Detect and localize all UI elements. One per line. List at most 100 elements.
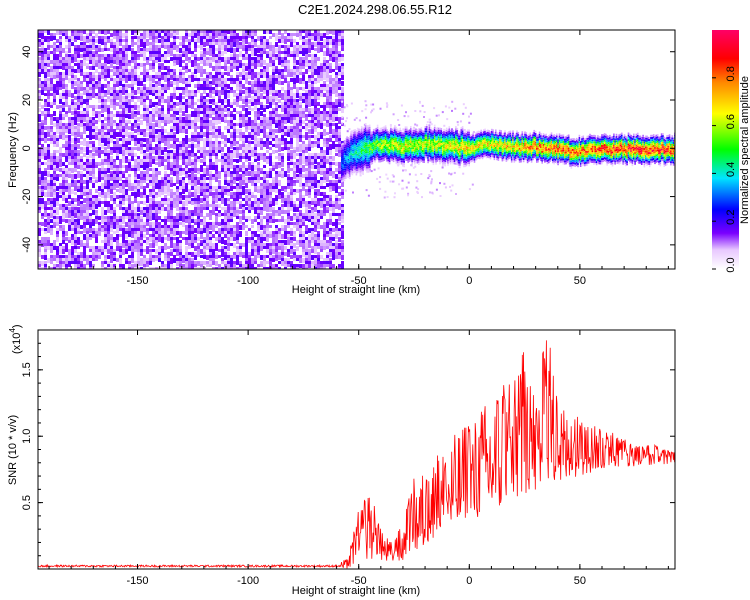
spectrogram-noise-cell [215, 153, 218, 156]
spectrogram-noise-cell [56, 174, 59, 178]
spectrogram-noise-cell [266, 87, 269, 91]
spectrogram-noise-cell [134, 180, 137, 183]
spectrogram-noise-cell [215, 48, 218, 51]
spectrogram-noise-cell [167, 66, 170, 71]
spectrogram-noise-cell [260, 138, 263, 142]
spectrogram-noise-cell [137, 255, 140, 259]
spectrogram-noise-cell [74, 231, 77, 235]
spectrogram-noise-cell [83, 180, 86, 184]
spectrogram-noise-cell [134, 186, 137, 191]
spectrogram-noise-cell [77, 87, 80, 92]
spectrogram-noise-cell [188, 117, 191, 121]
spectrogram-noise-cell [278, 261, 281, 264]
spectrogram-noise-cell [104, 141, 107, 146]
spectrogram-noise-cell [173, 153, 176, 156]
spectrogram-noise-cell [260, 264, 263, 267]
spectrogram-noise-cell [80, 207, 83, 211]
spectrogram-noise-cell [62, 237, 65, 240]
spectrogram-noise-cell [251, 165, 254, 170]
spectrogram-noise-cell [200, 189, 203, 192]
spectrogram-noise-cell [113, 249, 116, 254]
spectrogram-noise-cell [143, 75, 146, 78]
spectrogram-noise-cell [152, 147, 155, 152]
spectrogram-noise-cell [284, 147, 287, 150]
spectrogram-noise-cell [89, 204, 92, 208]
spectrogram-noise-cell [140, 225, 143, 230]
spectrogram-noise-cell [125, 99, 128, 102]
spectrogram-noise-cell [53, 189, 56, 194]
spectrogram-noise-cell [215, 81, 218, 86]
spectrogram-noise-cell [266, 78, 269, 82]
spectrogram-noise-cell [137, 225, 140, 230]
spectrogram-noise-cell [206, 186, 209, 191]
spectrogram-noise-cell [98, 129, 101, 132]
spectrogram-noise-cell [137, 174, 140, 179]
spectrogram-noise-cell [182, 45, 185, 50]
spectrogram-noise-cell [110, 228, 113, 232]
spectrogram-noise-cell [164, 39, 167, 42]
spectrogram-noise-cell [146, 216, 149, 220]
spectrogram-noise-cell [221, 108, 224, 113]
spectrogram-noise-cell [167, 114, 170, 117]
spectrogram-noise-cell [101, 87, 104, 92]
spectrogram-noise-cell [149, 243, 152, 248]
spectrogram-noise-cell [248, 30, 251, 33]
spectrogram-noise-cell [203, 90, 206, 94]
spectrogram-noise-cell [278, 219, 281, 222]
spectrogram-noise-cell [251, 63, 254, 68]
spectrogram-noise-cell [152, 78, 155, 83]
spectrogram-noise-cell [80, 45, 83, 49]
spectrogram-noise-cell [116, 39, 119, 42]
spectrogram-noise-cell [263, 228, 266, 231]
spectrogram-noise-cell [194, 132, 197, 135]
spectrogram-noise-cell [287, 39, 290, 42]
spectrogram-noise-cell [164, 51, 167, 56]
spectrogram-noise-cell [83, 225, 86, 230]
spectrogram-noise-cell [74, 222, 77, 226]
spectrogram-noise-cell [113, 264, 116, 267]
spectrogram-noise-cell [101, 207, 104, 211]
spectrogram-noise-cell [200, 231, 203, 236]
spectrogram-noise-cell [95, 39, 98, 43]
spectrogram-noise-cell [98, 60, 101, 65]
spectrogram-noise-cell [146, 69, 149, 73]
spectrogram-noise-cell [119, 189, 122, 193]
spectrogram-noise-cell [152, 234, 155, 239]
spectrogram-noise-cell [194, 168, 197, 173]
spectrogram-noise-cell [269, 48, 272, 52]
spectrogram-noise-cell [77, 51, 80, 56]
spectrogram-noise-cell [107, 222, 110, 225]
spectrogram-noise-cell [38, 33, 41, 38]
spectrogram-noise-cell [191, 201, 194, 205]
spectrogram-noise-cell [107, 114, 110, 119]
spectrogram-noise-cell [104, 108, 107, 112]
spectrogram-noise-cell [203, 96, 206, 100]
spectrogram-noise-cell [98, 231, 101, 236]
spectrogram-noise-cell [56, 54, 59, 58]
spectrogram-noise-cell [200, 30, 203, 35]
spectrogram-noise-cell [134, 30, 137, 34]
spectrogram-noise-cell [242, 255, 245, 258]
spectrogram-noise-cell [200, 165, 203, 169]
spectrogram-noise-cell [209, 165, 212, 170]
spectrogram-noise-cell [263, 198, 266, 202]
spectrogram-noise-cell [257, 228, 260, 232]
spectrogram-noise-cell [266, 174, 269, 178]
spectrogram-noise-cell [239, 72, 242, 77]
spectrogram-noise-cell [137, 75, 140, 79]
spectrogram-noise-cell [110, 237, 113, 240]
spectrogram-noise-cell [56, 144, 59, 147]
spectrogram-noise-cell [239, 78, 242, 83]
spectrogram-noise-cell [86, 228, 89, 231]
spectrogram-noise-cell [254, 252, 257, 256]
spectrogram-noise-cell [104, 225, 107, 230]
spectrogram-noise-cell [203, 132, 206, 137]
spectrogram-noise-cell [230, 120, 233, 125]
spectrogram-noise-cell [230, 195, 233, 199]
spectrogram-noise-cell [134, 114, 137, 119]
spectrogram-noise-cell [170, 120, 173, 123]
spectrogram-noise-cell [140, 222, 143, 226]
spectrogram-noise-cell [161, 72, 164, 75]
spectrogram-noise-cell [281, 147, 284, 151]
spectrogram-noise-cell [221, 222, 224, 227]
